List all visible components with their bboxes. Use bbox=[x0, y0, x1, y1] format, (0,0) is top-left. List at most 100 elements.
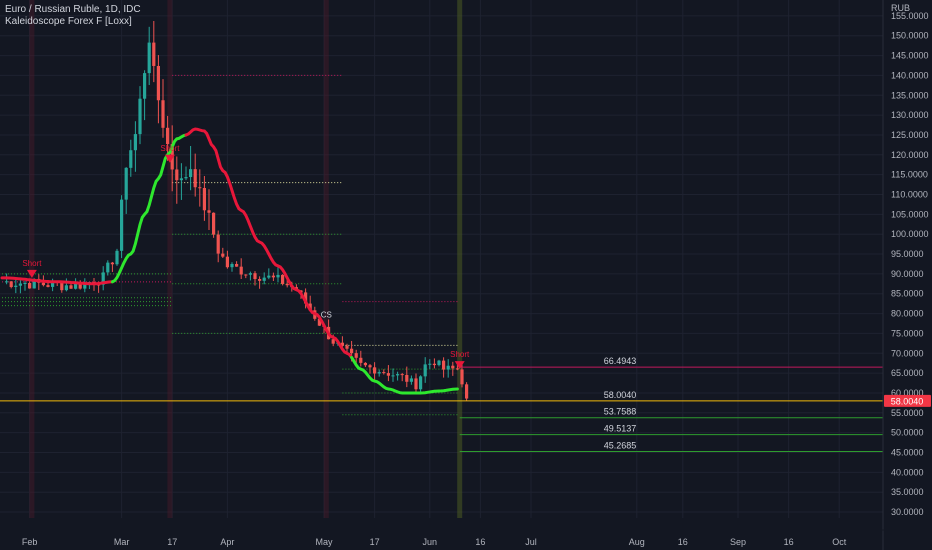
time-tick-label: May bbox=[315, 537, 333, 547]
candle-body bbox=[23, 282, 27, 284]
price-tick-label: 85.0000 bbox=[891, 289, 924, 299]
signal-bands bbox=[29, 0, 463, 518]
price-tick-label: 45.0000 bbox=[891, 448, 924, 458]
candle-body bbox=[460, 369, 464, 385]
price-tick-label: 55.0000 bbox=[891, 408, 924, 418]
time-axis[interactable]: Feb Mar 17 Apr May 17 Jun 16 Jul Aug 16 Sep 16 Oct bbox=[0, 529, 932, 547]
candle-body bbox=[285, 283, 289, 286]
candle-body bbox=[18, 283, 22, 286]
time-tick-label: Mar bbox=[114, 537, 130, 547]
price-tick-label: 95.0000 bbox=[891, 249, 924, 259]
candle-body bbox=[101, 272, 105, 285]
candle-body bbox=[5, 281, 9, 283]
last-price-value: 58.0040 bbox=[891, 396, 924, 406]
candle-body bbox=[193, 169, 197, 188]
candle-body bbox=[32, 278, 36, 289]
candle-body bbox=[9, 281, 13, 288]
price-tick-label: 105.0000 bbox=[891, 209, 929, 219]
candle-body bbox=[115, 250, 119, 265]
candle-body bbox=[262, 277, 266, 281]
candle-body bbox=[230, 263, 234, 268]
signal-label: Short bbox=[450, 350, 470, 359]
time-tick-label: 16 bbox=[678, 537, 688, 547]
price-tick-label: 60.0000 bbox=[891, 388, 924, 398]
candle-body bbox=[244, 274, 248, 276]
candle-body bbox=[377, 372, 381, 374]
candle-body bbox=[267, 275, 271, 278]
candle-body bbox=[202, 187, 206, 211]
time-tick-label: 16 bbox=[475, 537, 485, 547]
price-axis-unit: RUB bbox=[891, 3, 910, 13]
price-tick-label: 50.0000 bbox=[891, 428, 924, 438]
candle-body bbox=[78, 283, 82, 289]
candle-body bbox=[175, 169, 179, 181]
candle-body bbox=[147, 42, 151, 74]
price-tick-label: 140.0000 bbox=[891, 70, 929, 80]
candle-body bbox=[396, 374, 400, 376]
signal-band bbox=[167, 0, 173, 518]
signal-band bbox=[29, 0, 35, 518]
candle-body bbox=[221, 253, 225, 257]
price-tick-label: 150.0000 bbox=[891, 31, 929, 41]
price-tick-label: 115.0000 bbox=[891, 170, 928, 180]
candle-body bbox=[451, 365, 455, 369]
candle-body bbox=[437, 360, 441, 366]
candle-body bbox=[198, 187, 202, 189]
ma-segment bbox=[0, 276, 114, 286]
candle-body bbox=[382, 372, 386, 374]
last-price-label: 58.0040 bbox=[884, 394, 931, 407]
candle-body bbox=[212, 212, 216, 235]
candle-body bbox=[69, 285, 73, 289]
candle-body bbox=[74, 283, 78, 289]
ma-segment bbox=[350, 355, 459, 395]
time-tick-label: 17 bbox=[167, 537, 177, 547]
signal-label: Short bbox=[22, 259, 42, 268]
candle-body bbox=[138, 98, 142, 135]
level-label: 66.4943 bbox=[604, 356, 637, 366]
candle-body bbox=[419, 376, 423, 390]
candle-body bbox=[281, 274, 285, 284]
candle-body bbox=[51, 281, 55, 287]
price-tick-label: 90.0000 bbox=[891, 269, 924, 279]
candle-body bbox=[225, 256, 229, 268]
candle-body bbox=[446, 365, 450, 370]
candle-body bbox=[391, 375, 395, 377]
candle-body bbox=[133, 134, 137, 151]
level-label: 58.0040 bbox=[604, 390, 637, 400]
last-price-tag bbox=[884, 394, 931, 407]
price-tick-label: 120.0000 bbox=[891, 150, 929, 160]
candle-body bbox=[179, 178, 183, 181]
candle-body bbox=[110, 262, 114, 265]
signal-band bbox=[323, 0, 329, 518]
candle-body bbox=[129, 150, 133, 168]
candle-body bbox=[354, 353, 358, 358]
candle-body bbox=[161, 100, 165, 128]
candle-body bbox=[409, 378, 413, 382]
candle-body bbox=[276, 274, 280, 278]
price-tick-label: 35.0000 bbox=[891, 487, 924, 497]
candle-body bbox=[340, 342, 344, 346]
candle-body bbox=[41, 282, 45, 286]
candle-body bbox=[106, 262, 110, 273]
time-tick-label: Feb bbox=[22, 537, 38, 547]
candle-body bbox=[152, 42, 156, 66]
candle-body bbox=[455, 368, 459, 370]
price-tick-label: 100.0000 bbox=[891, 229, 929, 239]
candle-body bbox=[317, 318, 321, 326]
price-axis[interactable]: RUB 30.0000 35.0000 40.0000 45.0000 50.0000 55… bbox=[882, 0, 929, 550]
short-arrow bbox=[454, 361, 465, 370]
candle-body bbox=[235, 263, 239, 267]
candle-body bbox=[304, 292, 308, 304]
price-tick-label: 30.0000 bbox=[891, 507, 924, 517]
candle-body bbox=[143, 73, 147, 99]
candle-body bbox=[428, 363, 432, 365]
candle-body bbox=[258, 279, 262, 281]
signal-markers: Short Short CS Short bbox=[22, 144, 470, 370]
time-tick-label: Oct bbox=[832, 537, 847, 547]
candle-body bbox=[248, 273, 252, 275]
candle-body bbox=[414, 378, 418, 390]
short-arrow bbox=[164, 154, 175, 163]
candle-body bbox=[184, 177, 188, 179]
